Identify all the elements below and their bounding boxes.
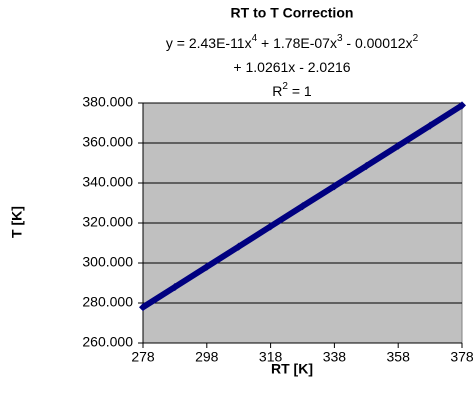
y-tick-label: 260.000: [82, 334, 133, 350]
marker: [394, 141, 403, 150]
y-tick-label: 360.000: [82, 134, 133, 150]
equation-segment: 2: [413, 33, 419, 44]
marker: [362, 162, 371, 170]
equation-segment: 2: [282, 81, 288, 92]
x-tick-label: 358: [387, 349, 411, 365]
y-tick-label: 320.000: [82, 214, 133, 230]
equation-segment: y = 2.43E-11x: [166, 35, 252, 51]
y-tick-label: 280.000: [82, 294, 133, 310]
marker: [458, 101, 466, 110]
equation-line: R2 = 1: [272, 81, 312, 99]
x-tick-label: 338: [323, 349, 347, 365]
x-tick-label: 278: [131, 349, 155, 365]
x-tick-label: 298: [195, 349, 219, 365]
marker: [298, 202, 307, 211]
marker: [330, 182, 339, 191]
marker: [139, 303, 147, 312]
y-tick-label: 300.000: [82, 254, 133, 270]
marker: [426, 121, 435, 130]
equation-segment: - 0.00012x: [343, 35, 413, 51]
equation-segment: + 1.78E-07x: [257, 35, 337, 51]
equation-segment: 3: [337, 33, 343, 44]
y-tick-label: 380.000: [82, 94, 133, 110]
chart-title: RT to T Correction: [231, 5, 354, 21]
marker: [170, 283, 179, 291]
equation-segment: + 1.0261x - 2.0216: [233, 59, 350, 75]
marker: [266, 222, 275, 231]
y-tick-label: 340.000: [82, 174, 133, 190]
equation-line: y = 2.43E-11x4 + 1.78E-07x3 - 0.00012x2: [166, 33, 419, 51]
marker: [202, 262, 211, 271]
equation-segment: = 1: [288, 83, 312, 99]
x-tick-label: 318: [259, 349, 283, 365]
equation-segment: R: [272, 83, 282, 99]
x-axis-label: RT [K]: [271, 361, 313, 377]
x-tick-label: 378: [450, 349, 473, 365]
y-axis-label: T [K]: [9, 206, 25, 238]
equation-line: + 1.0261x - 2.0216: [233, 59, 350, 75]
equation-segment: 4: [252, 33, 258, 44]
marker: [234, 242, 243, 251]
